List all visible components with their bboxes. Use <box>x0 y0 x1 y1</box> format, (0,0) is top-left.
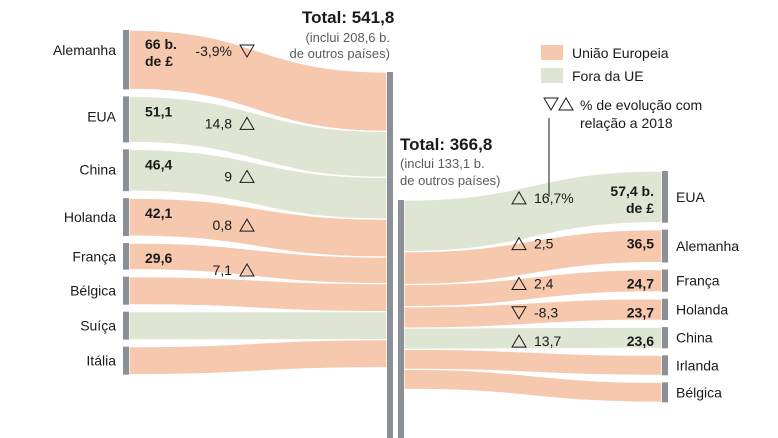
bar-left-3 <box>123 198 129 237</box>
value-right-0-line2: de £ <box>626 200 654 216</box>
triangle-up-icon <box>239 169 255 183</box>
left-total-title: Total: 541,8 <box>302 8 394 27</box>
country-left-0: Alemanha <box>53 42 116 58</box>
triangle-up-icon <box>511 236 527 251</box>
right-total-note-line1: (inclui 133,1 b. <box>400 156 485 171</box>
value-right-2: 24,7 <box>627 276 654 292</box>
triangle-up-icon <box>511 334 527 348</box>
flow-layer <box>128 29 663 403</box>
triangle-up-icon <box>239 218 255 232</box>
bar-left-7 <box>123 346 129 375</box>
country-left-1: EUA <box>87 108 116 124</box>
value-left-2: 46,4 <box>145 156 172 172</box>
country-left-2: China <box>79 161 116 177</box>
bar-right-2 <box>662 269 668 292</box>
bar-left-1 <box>123 96 129 143</box>
triangle-up-icon <box>239 263 255 277</box>
value-left-4: 29,6 <box>145 250 172 266</box>
country-right-0: EUA <box>676 189 705 205</box>
left-total-note-line1: (inclui 208,6 b. <box>305 30 390 45</box>
flow-right-4 <box>403 326 663 350</box>
bar-right-6 <box>662 382 668 403</box>
change-right-4: 13,7 <box>534 333 561 349</box>
legend-change-icon <box>543 97 574 111</box>
country-right-2: França <box>676 273 720 289</box>
value-right-4: 23,6 <box>627 333 654 349</box>
left-total-note-line2: de outros países) <box>290 46 390 61</box>
right-total-title: Total: 366,8 <box>400 135 492 154</box>
value-left-1: 51,1 <box>145 103 172 119</box>
triangle-down-icon <box>511 306 527 320</box>
total-bar-right <box>398 200 404 438</box>
bar-left-2 <box>123 149 129 192</box>
country-left-6: Suíça <box>80 318 116 334</box>
country-right-3: Holanda <box>676 301 728 317</box>
bar-left-0 <box>123 30 129 90</box>
change-left-2: 9 <box>224 168 232 184</box>
change-right-3: -8,3 <box>534 305 558 321</box>
bar-right-5 <box>662 355 668 376</box>
change-left-0: -3,9% <box>195 43 232 59</box>
triangle-up-icon <box>511 276 527 291</box>
bar-right-0 <box>662 171 668 223</box>
value-left-0-line1: 66 b. <box>145 36 177 52</box>
value-right-0-line1: 57,4 b. <box>610 183 654 199</box>
country-left-3: Holanda <box>64 209 116 225</box>
triangle-up-icon <box>511 190 527 205</box>
total-bar-left <box>387 72 393 438</box>
change-right-2: 2,4 <box>534 276 554 292</box>
bar-layer <box>123 30 668 438</box>
country-right-6: Bélgica <box>676 384 722 400</box>
country-right-4: China <box>676 330 713 346</box>
legend-label-change-line1: % de evolução com <box>580 97 702 113</box>
country-left-4: França <box>72 248 116 264</box>
value-left-3: 42,1 <box>145 205 172 221</box>
country-right-5: Irlanda <box>676 357 719 373</box>
legend-swatch-eu <box>541 45 563 60</box>
value-right-3: 23,7 <box>627 305 654 321</box>
legend-swatch-non-eu <box>541 68 563 83</box>
change-right-1: 2,5 <box>534 236 554 252</box>
change-left-1: 14,8 <box>205 115 232 131</box>
country-left-5: Bélgica <box>70 283 116 299</box>
change-left-4: 7,1 <box>213 262 233 278</box>
right-total-note-line2: de outros países) <box>400 173 500 188</box>
bar-right-1 <box>662 229 668 263</box>
triangle-down-icon <box>239 44 255 58</box>
legend-label-eu: União Europeia <box>572 45 669 61</box>
bar-right-4 <box>662 327 668 349</box>
value-left-0-line2: de £ <box>145 53 173 69</box>
country-left-7: Itália <box>86 353 116 369</box>
country-right-1: Alemanha <box>676 238 739 254</box>
bar-left-4 <box>123 243 129 270</box>
value-right-1: 36,5 <box>627 236 654 252</box>
flow-left-7 <box>128 339 388 376</box>
change-right-0: 16,7% <box>534 190 574 206</box>
flow-right-3 <box>403 298 663 329</box>
flow-left-6 <box>128 311 388 341</box>
bar-left-6 <box>123 311 129 340</box>
legend-label-non-eu: Fora da UE <box>572 68 644 84</box>
legend-label-change-line2: relação a 2018 <box>580 115 673 131</box>
change-left-3: 0,8 <box>213 217 233 233</box>
triangle-up-icon <box>239 116 255 130</box>
bar-left-5 <box>123 276 129 305</box>
bar-right-3 <box>662 298 668 321</box>
